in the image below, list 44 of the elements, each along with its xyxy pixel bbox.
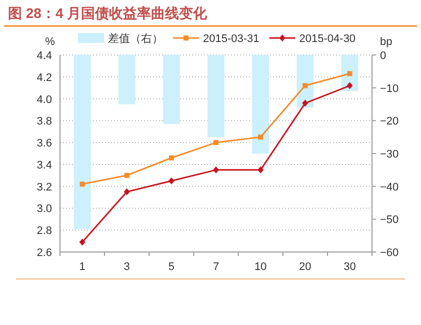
point bbox=[258, 166, 264, 174]
y2-tick-label: −60 bbox=[380, 247, 399, 259]
point bbox=[80, 182, 85, 187]
point bbox=[302, 83, 308, 88]
y-tick-label: 4.4 bbox=[36, 50, 52, 62]
y-tick-label: 4.2 bbox=[36, 72, 52, 84]
legend-label: 2015-03-31 bbox=[203, 33, 260, 45]
y2-tick-label: −30 bbox=[380, 148, 399, 160]
y2-tick-label: −10 bbox=[380, 82, 399, 95]
y-tick-label: 4.0 bbox=[36, 94, 52, 106]
x-tick-label: 30 bbox=[344, 261, 356, 273]
y-tick-label: 2.6 bbox=[36, 247, 52, 259]
y-axis-title: % bbox=[45, 36, 56, 48]
y-tick-label: 3.2 bbox=[36, 181, 52, 194]
point bbox=[124, 172, 130, 178]
y2-tick-label: 0 bbox=[380, 50, 386, 62]
point bbox=[347, 71, 352, 76]
y2-tick-label: −40 bbox=[380, 181, 399, 194]
x-tick-label: 7 bbox=[212, 261, 220, 273]
point bbox=[346, 82, 353, 90]
y-tick-label: 3.8 bbox=[36, 116, 52, 128]
x-tick-label: 1 bbox=[79, 261, 86, 273]
y2-tick-label: −20 bbox=[380, 116, 399, 128]
y-tick-label: 3.4 bbox=[36, 159, 52, 172]
point bbox=[124, 188, 130, 196]
x-tick-label: 20 bbox=[299, 261, 312, 273]
x-tick-label: 3 bbox=[124, 261, 130, 273]
y-tick-label: 3.0 bbox=[36, 203, 52, 216]
y-tick-label: 3.6 bbox=[36, 138, 52, 150]
point bbox=[302, 100, 308, 107]
point bbox=[168, 155, 174, 160]
legend-label: 2015-04-30 bbox=[299, 33, 356, 45]
point bbox=[168, 177, 174, 184]
point bbox=[213, 166, 219, 174]
legend-label: 差值（右） bbox=[108, 33, 163, 45]
y-tick-label: 2.8 bbox=[36, 225, 52, 238]
x-tick-label: 10 bbox=[254, 261, 267, 273]
chart-title: 图 28：4 月国债收益率曲线变化 bbox=[8, 5, 208, 21]
point bbox=[79, 238, 86, 246]
y2-axis-title: bp bbox=[380, 36, 392, 48]
y2-tick-label: −50 bbox=[380, 214, 399, 226]
x-tick-label: 5 bbox=[168, 261, 174, 273]
point bbox=[258, 134, 264, 140]
point bbox=[214, 140, 218, 146]
